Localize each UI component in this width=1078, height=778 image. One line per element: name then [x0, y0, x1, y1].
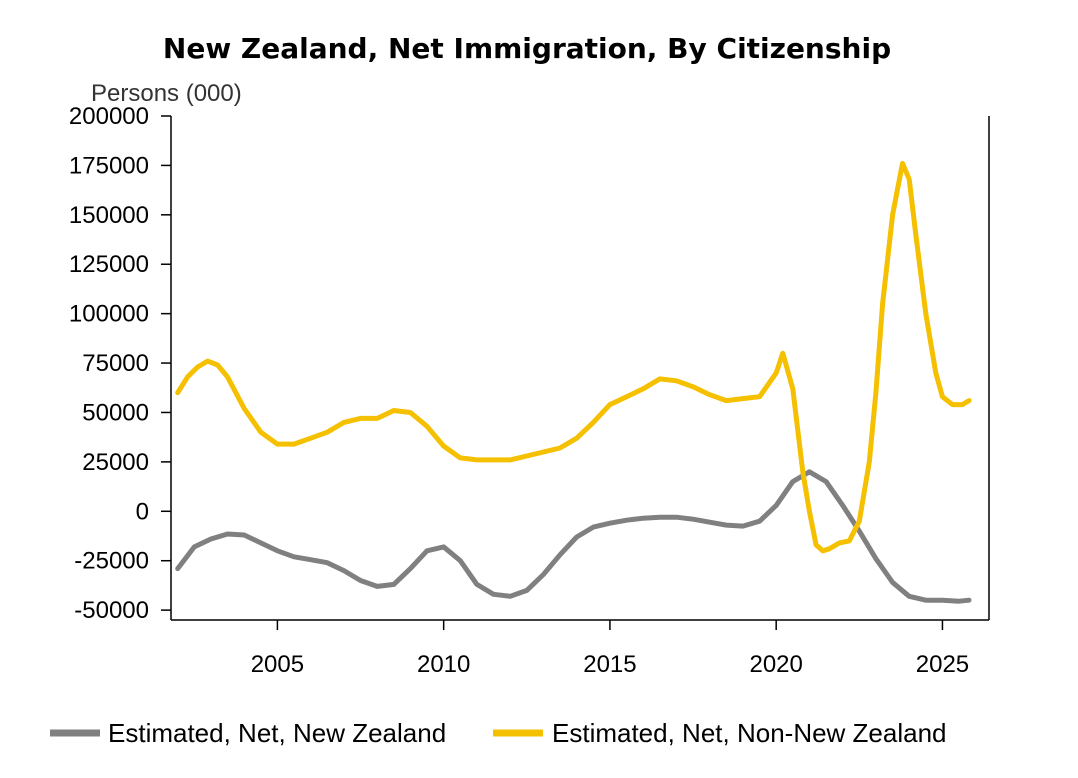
legend-label-1: Estimated, Net, New Zealand — [108, 718, 446, 748]
y-tick-label: 125000 — [69, 251, 149, 278]
y-tick-label: -50000 — [74, 597, 149, 624]
y-tick-label: -25000 — [74, 548, 149, 575]
y-tick-label: 150000 — [69, 202, 149, 229]
series-line-1 — [175, 469, 972, 604]
y-tick-label: 100000 — [69, 301, 149, 328]
y-axis-unit-label: Persons (000) — [91, 80, 242, 107]
x-tick-label: 2020 — [749, 651, 802, 678]
x-tick-label: 2010 — [417, 651, 470, 678]
y-tick-label: 75000 — [82, 350, 149, 377]
series-layer — [175, 160, 972, 604]
legend-label-2: Estimated, Net, Non-New Zealand — [552, 718, 947, 748]
legend: Estimated, Net, New Zealand Estimated, Ne… — [50, 718, 947, 748]
series-line-2 — [175, 160, 972, 554]
x-tick-label: 2005 — [251, 651, 304, 678]
x-tick-label: 2015 — [583, 651, 636, 678]
y-tick-label: 0 — [136, 498, 149, 525]
axes: 200000 175000 150000 125000 100000 75000 50000… — [69, 103, 990, 678]
y-tick-label: 175000 — [69, 152, 149, 179]
chart-title: New Zealand, Net Immigration, By Citizen… — [163, 32, 891, 65]
x-tick-label: 2025 — [916, 651, 969, 678]
y-tick-label: 200000 — [69, 103, 149, 130]
y-tick-label: 25000 — [82, 449, 149, 476]
y-tick-label: 50000 — [82, 399, 149, 426]
